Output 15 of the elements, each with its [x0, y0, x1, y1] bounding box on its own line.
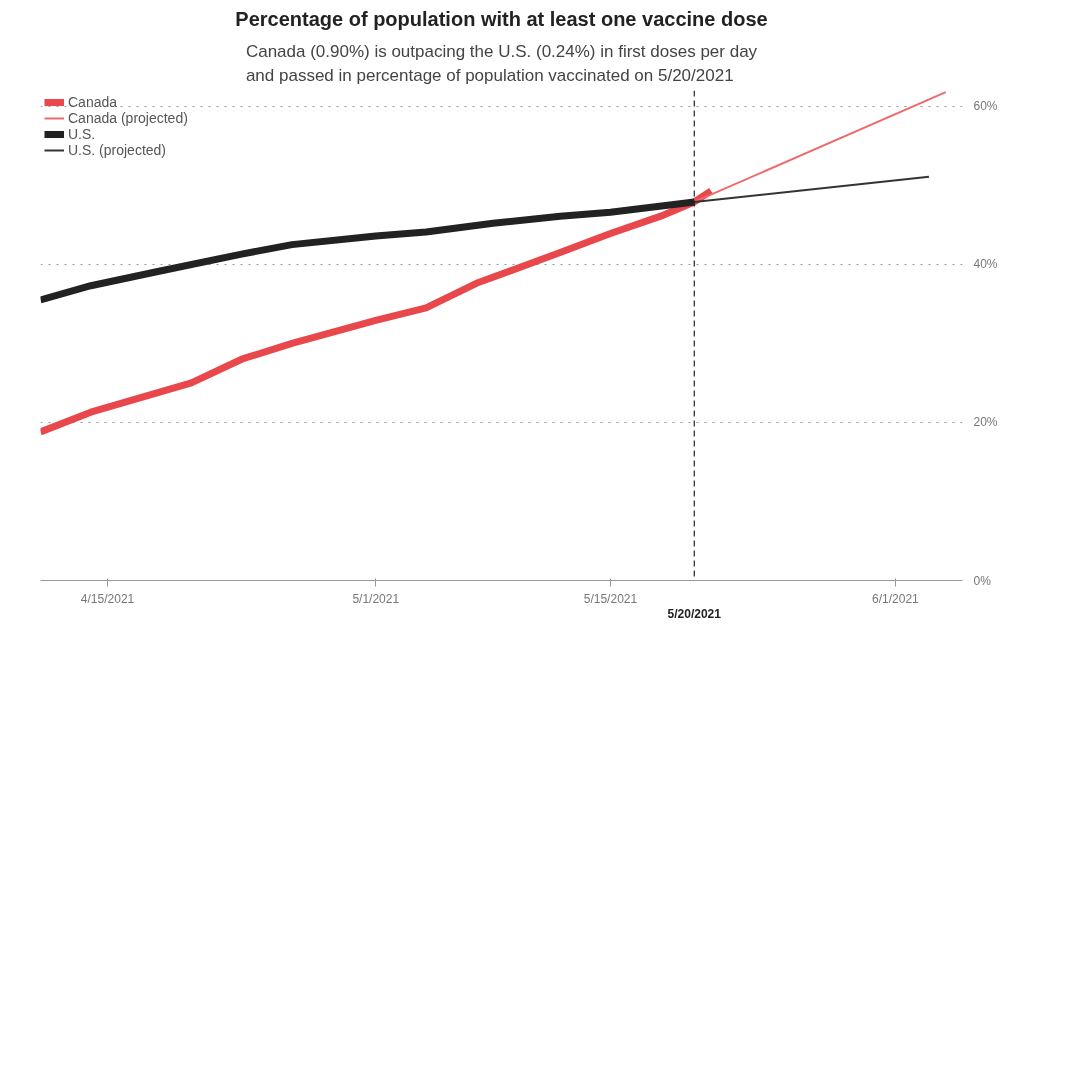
ref-line-label: 5/20/2021: [667, 606, 722, 621]
chart-subtitle: Canada (0.90%) is outpacing the U.S. (0.24%) in first doses per day and passed in percentage of population vaccinated on 5/20/2021: [245, 41, 758, 86]
x-tick-label: 5/15/2021: [583, 591, 638, 606]
y-tick-label: 40%: [973, 257, 998, 272]
x-tick-label: 6/1/2021: [872, 591, 920, 606]
x-tick-label: 5/1/2021: [352, 591, 400, 606]
legend-label: Canada: [68, 94, 118, 110]
legend-label: U.S.: [68, 126, 96, 142]
y-tick-label: 60%: [973, 99, 998, 114]
chart-title: Percentage of population with at least one vaccine dose: [235, 7, 768, 30]
legend-label: U.S. (projected): [68, 142, 167, 158]
y-tick-label: 0%: [973, 573, 992, 588]
legend-label: Canada (projected): [68, 110, 188, 126]
x-tick-label: 4/15/2021: [80, 591, 135, 606]
y-tick-label: 20%: [973, 415, 998, 430]
